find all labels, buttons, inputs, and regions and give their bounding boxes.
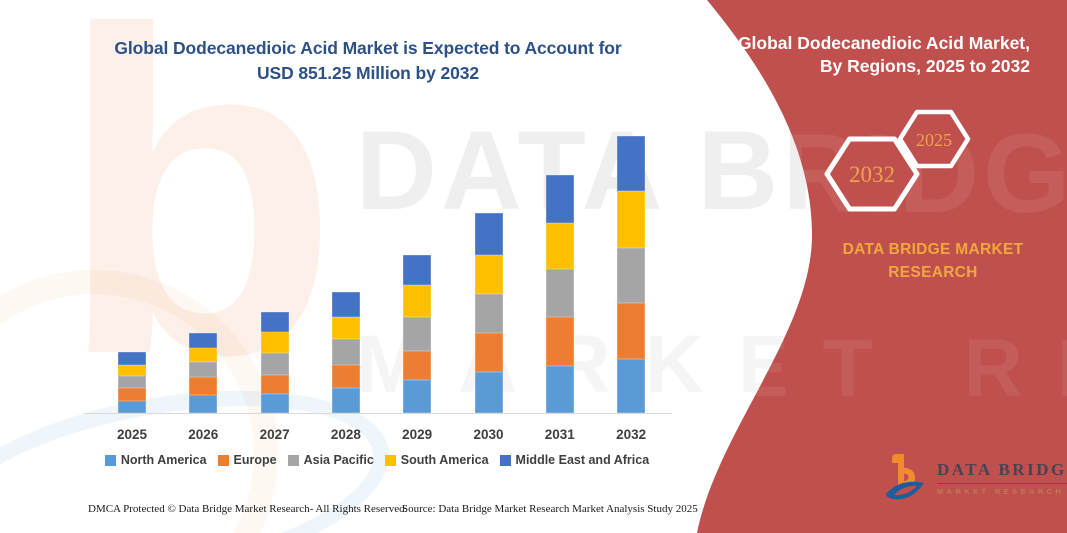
bar-segment-2026-asia-pacific <box>189 361 218 377</box>
bar-segment-2030-asia-pacific <box>474 294 503 333</box>
legend-label: Middle East and Africa <box>515 453 650 467</box>
x-axis-line <box>84 413 672 414</box>
bar-segment-2031-north-america <box>545 366 574 413</box>
banner-brand-name: DATA BRIDGE MARKET RESEARCH <box>812 238 1054 284</box>
bar-2027 <box>260 312 289 413</box>
bar-segment-2029-middle-east-and-africa <box>403 255 432 286</box>
bar-2025 <box>118 352 146 413</box>
bar-segment-2028-north-america <box>331 387 360 413</box>
legend-swatch-icon <box>499 454 511 466</box>
bar-segment-2026-europe <box>189 376 218 395</box>
bar-segment-2029-south-america <box>403 285 432 317</box>
x-tick-label-2030: 2030 <box>473 427 504 442</box>
bar-segment-2031-europe <box>545 316 574 367</box>
footer-source-text: Source: Data Bridge Market Research Mark… <box>402 503 698 515</box>
legend-item-north-america: North America <box>104 453 207 467</box>
bar-segment-2032-asia-pacific <box>617 247 646 304</box>
bar-segment-2026-middle-east-and-africa <box>189 333 218 349</box>
legend-label: North America <box>120 453 207 467</box>
bar-segment-2028-europe <box>331 365 360 388</box>
bar-segment-2032-south-america <box>617 190 646 248</box>
bar-segment-2027-middle-east-and-africa <box>260 312 289 332</box>
bar-segment-2026-north-america <box>189 394 218 413</box>
footer-dmca-text: DMCA Protected © Data Bridge Market Rese… <box>88 503 408 515</box>
bar-segment-2029-north-america <box>403 379 432 413</box>
bar-2031 <box>545 175 574 413</box>
hexagon-2032-label: 2032 <box>849 162 895 187</box>
bar-segment-2025-middle-east-and-africa <box>118 352 146 366</box>
legend-item-asia-pacific: Asia Pacific <box>287 453 374 467</box>
hexagon-badge-2032 <box>824 136 920 212</box>
legend-swatch-icon <box>287 454 299 466</box>
bar-segment-2032-europe <box>617 303 646 359</box>
bar-segment-2032-middle-east-and-africa <box>617 135 646 191</box>
x-tick-label-2025: 2025 <box>116 427 148 442</box>
bar-segment-2028-asia-pacific <box>331 339 360 366</box>
banner-background-shape <box>697 0 1067 533</box>
bar-segment-2025-north-america <box>118 400 146 413</box>
bar-segment-2030-europe <box>474 332 503 372</box>
x-tick-label-2028: 2028 <box>330 427 361 442</box>
x-tick-label-2027: 2027 <box>259 427 290 442</box>
bar-2032 <box>617 135 646 413</box>
banner-title-line1: Global Dodecanedioic Acid Market, <box>737 33 1030 53</box>
hexagon-2025-label: 2025 <box>916 130 952 150</box>
bar-2026 <box>189 333 218 413</box>
x-tick-label-2032: 2032 <box>616 427 647 442</box>
x-tick-label-2031: 2031 <box>544 427 575 442</box>
chart-title-line2: USD 851.25 Million by 2032 <box>256 63 480 83</box>
bar-segment-2028-middle-east-and-africa <box>331 291 360 318</box>
company-logo-subtitle: MARKET RESEARCH <box>937 487 1065 496</box>
legend-label: Europe <box>233 453 277 467</box>
bar-2030 <box>474 213 503 413</box>
legend-swatch-icon <box>104 454 116 466</box>
bar-segment-2028-south-america <box>331 317 360 340</box>
legend-label: South America <box>400 453 489 467</box>
chart-legend: North America Europe Asia Pacific South Ame… <box>86 453 668 467</box>
banner-title-line2: By Regions, 2025 to 2032 <box>819 56 1030 76</box>
bar-segment-2029-asia-pacific <box>403 316 432 351</box>
bar-segment-2025-south-america <box>118 365 146 377</box>
bar-segment-2025-europe <box>118 387 146 401</box>
x-tick-label-2026: 2026 <box>188 427 219 442</box>
company-logo-text: DATA BRIDGE MARKET RESEARCH <box>937 452 1067 496</box>
bar-segment-2027-europe <box>260 374 289 395</box>
bar-segment-2026-south-america <box>189 348 218 362</box>
bar-segment-2027-asia-pacific <box>260 353 289 375</box>
legend-swatch-icon <box>384 454 396 466</box>
bar-segment-2029-europe <box>403 350 432 380</box>
bar-segment-2031-middle-east-and-africa <box>545 175 574 223</box>
legend-label: Asia Pacific <box>303 453 374 467</box>
x-tick-label-2029: 2029 <box>402 427 433 442</box>
banner-brand-line1: DATA BRIDGE MARKET <box>842 241 1024 258</box>
bar-segment-2030-middle-east-and-africa <box>474 213 503 256</box>
bar-2028 <box>331 291 360 413</box>
legend-swatch-icon <box>217 454 229 466</box>
legend-item-middle-east-and-africa: Middle East and Africa <box>499 453 650 467</box>
bar-segment-2027-north-america <box>260 394 289 413</box>
company-logo: DATA BRIDGE MARKET RESEARCH <box>884 452 1067 504</box>
banner-title: Global Dodecanedioic Acid Market, By Reg… <box>738 32 1030 78</box>
bar-2029 <box>403 255 432 413</box>
legend-item-south-america: South America <box>384 453 489 467</box>
banner-watermark-line2: MARKET RESEARCH <box>352 323 1067 414</box>
stacked-bar-plot: 2025 2026 2027 2028 2029 2030 2031 2032 <box>84 98 672 442</box>
bar-segment-2025-asia-pacific <box>118 376 146 388</box>
chart-title-line1: Global Dodecanedioic Acid Market is Expe… <box>114 38 622 58</box>
bar-segment-2027-south-america <box>260 331 289 354</box>
bar-segment-2030-north-america <box>474 372 503 413</box>
chart-title: Global Dodecanedioic Acid Market is Expe… <box>103 36 633 86</box>
hexagon-badge-2025 <box>897 109 971 169</box>
company-logo-icon <box>886 454 924 500</box>
bar-segment-2032-north-america <box>617 359 646 413</box>
company-logo-name: DATA BRIDGE <box>937 460 1067 484</box>
bar-segment-2031-south-america <box>545 222 574 270</box>
bar-segment-2031-asia-pacific <box>545 269 574 317</box>
banner-brand-line2: RESEARCH <box>888 264 978 281</box>
legend-item-europe: Europe <box>217 453 277 467</box>
bar-segment-2030-south-america <box>474 255 503 295</box>
